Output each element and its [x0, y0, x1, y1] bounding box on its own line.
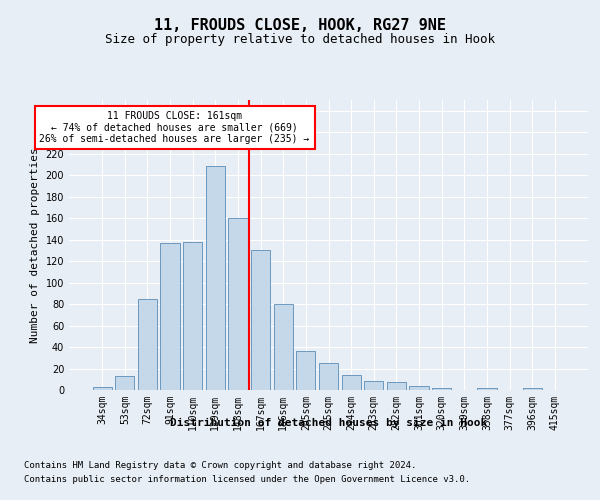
Bar: [364, 382, 383, 390]
Bar: [251, 250, 270, 390]
Text: 11 FROUDS CLOSE: 161sqm
← 74% of detached houses are smaller (669)
26% of semi-d: 11 FROUDS CLOSE: 161sqm ← 74% of detache…: [40, 110, 310, 144]
Bar: [229, 218, 248, 390]
Bar: [477, 388, 497, 390]
Text: Distribution of detached houses by size in Hook: Distribution of detached houses by size …: [170, 418, 487, 428]
Bar: [387, 382, 406, 390]
Bar: [160, 243, 180, 390]
Text: 11, FROUDS CLOSE, HOOK, RG27 9NE: 11, FROUDS CLOSE, HOOK, RG27 9NE: [154, 18, 446, 32]
Bar: [183, 242, 202, 390]
Bar: [138, 298, 157, 390]
Bar: [432, 388, 451, 390]
Text: Contains public sector information licensed under the Open Government Licence v3: Contains public sector information licen…: [24, 476, 470, 484]
Bar: [296, 352, 316, 390]
Text: Contains HM Land Registry data © Crown copyright and database right 2024.: Contains HM Land Registry data © Crown c…: [24, 460, 416, 469]
Bar: [523, 388, 542, 390]
Bar: [115, 376, 134, 390]
Y-axis label: Number of detached properties: Number of detached properties: [30, 147, 40, 343]
Bar: [92, 387, 112, 390]
Bar: [206, 166, 225, 390]
Bar: [319, 363, 338, 390]
Bar: [409, 386, 428, 390]
Bar: [341, 375, 361, 390]
Text: Size of property relative to detached houses in Hook: Size of property relative to detached ho…: [105, 32, 495, 46]
Bar: [274, 304, 293, 390]
